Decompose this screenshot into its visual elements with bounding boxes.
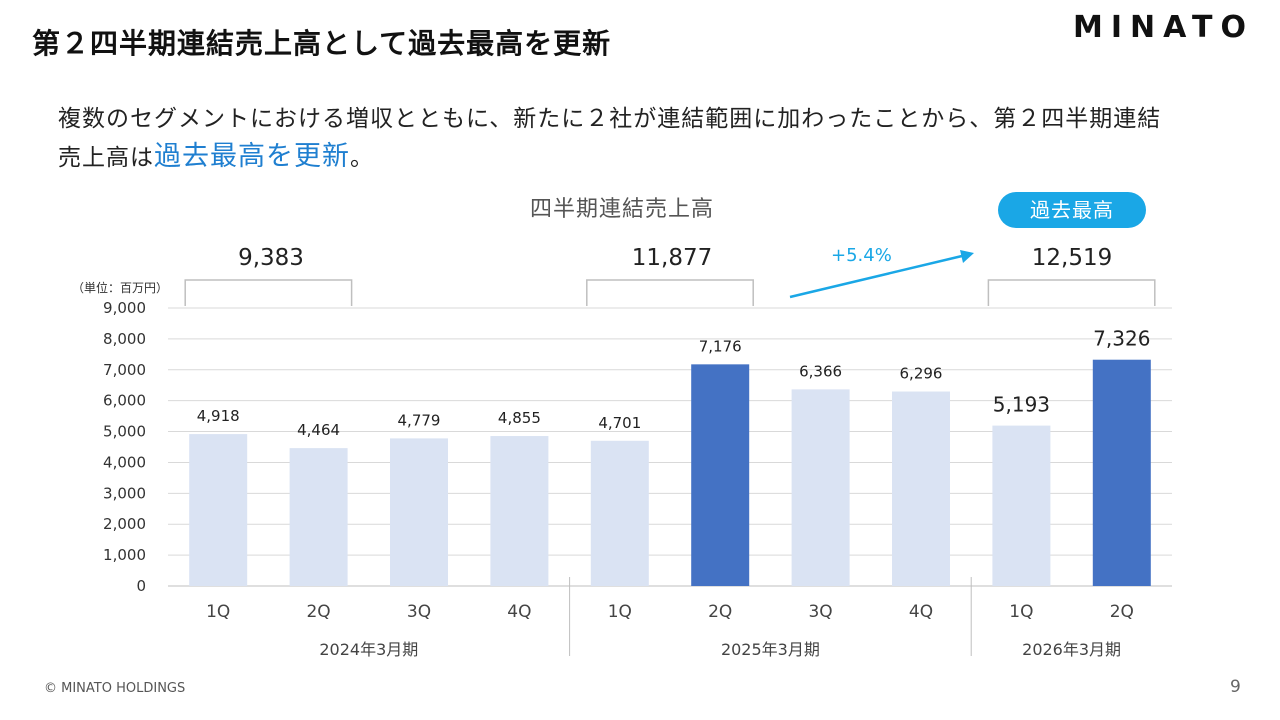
x-tick-label: 2Q	[306, 602, 330, 622]
lead-text: 複数のセグメントにおける増収とともに、新たに２社が連結範囲に加わったことから、第…	[58, 100, 1168, 177]
bar	[892, 391, 950, 586]
bar-value-label: 6,296	[900, 365, 943, 383]
lead-text-end: 。	[350, 145, 374, 171]
bar-value-label: 4,779	[398, 411, 441, 429]
bar	[992, 425, 1051, 586]
y-tick-label: 7,000	[103, 361, 146, 379]
total-2026-h1: 12,519	[1031, 245, 1113, 271]
y-tick-label: 3,000	[103, 484, 146, 502]
bar	[189, 434, 248, 586]
record-high-badge: 過去最高	[998, 192, 1146, 228]
bar-value-label: 4,701	[598, 414, 641, 432]
h1-total-bracket	[184, 279, 353, 306]
bar-value-label: 6,366	[799, 362, 842, 380]
y-tick-label: 1,000	[103, 546, 146, 564]
h1-total-bracket	[586, 279, 754, 306]
page-number: 9	[1230, 677, 1241, 697]
bar-value-label: 4,464	[297, 421, 340, 439]
x-tick-label: 2Q	[1110, 602, 1134, 622]
y-axis-unit-label: （単位：百万円）	[72, 281, 169, 295]
company-logo: MINATO	[1073, 10, 1254, 45]
bar	[791, 389, 850, 586]
fiscal-year-label: 2026年3月期	[1022, 640, 1121, 659]
copyright: © MINATO HOLDINGS	[44, 681, 186, 696]
growth-rate-label: +5.4%	[831, 245, 892, 266]
y-tick-label: 4,000	[103, 453, 146, 471]
page-title: 第２四半期連結売上高として過去最高を更新	[32, 27, 612, 60]
bar-value-label: 4,918	[197, 407, 240, 425]
x-tick-label: 2Q	[708, 602, 732, 622]
lead-text-highlight: 過去最高を更新	[154, 141, 350, 172]
bar	[289, 448, 348, 586]
fiscal-year-label: 2025年3月期	[721, 640, 820, 659]
growth-arrow-head	[960, 250, 974, 263]
fiscal-year-label: 2024年3月期	[319, 640, 418, 659]
total-2024-h1: 9,383	[238, 245, 304, 271]
bar	[691, 364, 750, 586]
bar	[490, 436, 549, 586]
growth-arrow	[789, 254, 963, 299]
bar	[1092, 359, 1151, 586]
h1-total-bracket	[987, 279, 1156, 306]
x-tick-label: 1Q	[608, 602, 632, 622]
x-tick-label: 1Q	[206, 602, 230, 622]
bar	[390, 438, 448, 586]
x-tick-label: 4Q	[507, 602, 531, 622]
lead-text-main: 複数のセグメントにおける増収とともに、新たに２社が連結範囲に加わったことから、第…	[58, 106, 1162, 171]
bar-value-label: 7,326	[1093, 327, 1150, 351]
bar	[590, 440, 649, 586]
bar-value-label: 4,855	[498, 409, 541, 427]
y-tick-label: 9,000	[103, 299, 146, 317]
y-tick-label: 6,000	[103, 392, 146, 410]
y-tick-label: 2,000	[103, 515, 146, 533]
total-2025-h1: 11,877	[631, 245, 713, 271]
x-tick-label: 3Q	[407, 602, 431, 622]
x-tick-label: 3Q	[808, 602, 832, 622]
y-tick-label: 5,000	[103, 423, 146, 441]
y-tick-label: 0	[136, 577, 146, 595]
y-tick-label: 8,000	[103, 330, 146, 348]
chart-title: 四半期連結売上高	[530, 197, 715, 222]
x-tick-label: 1Q	[1009, 602, 1033, 622]
bar-value-label: 7,176	[699, 337, 742, 355]
x-tick-label: 4Q	[909, 602, 933, 622]
bar-value-label: 5,193	[993, 393, 1050, 417]
